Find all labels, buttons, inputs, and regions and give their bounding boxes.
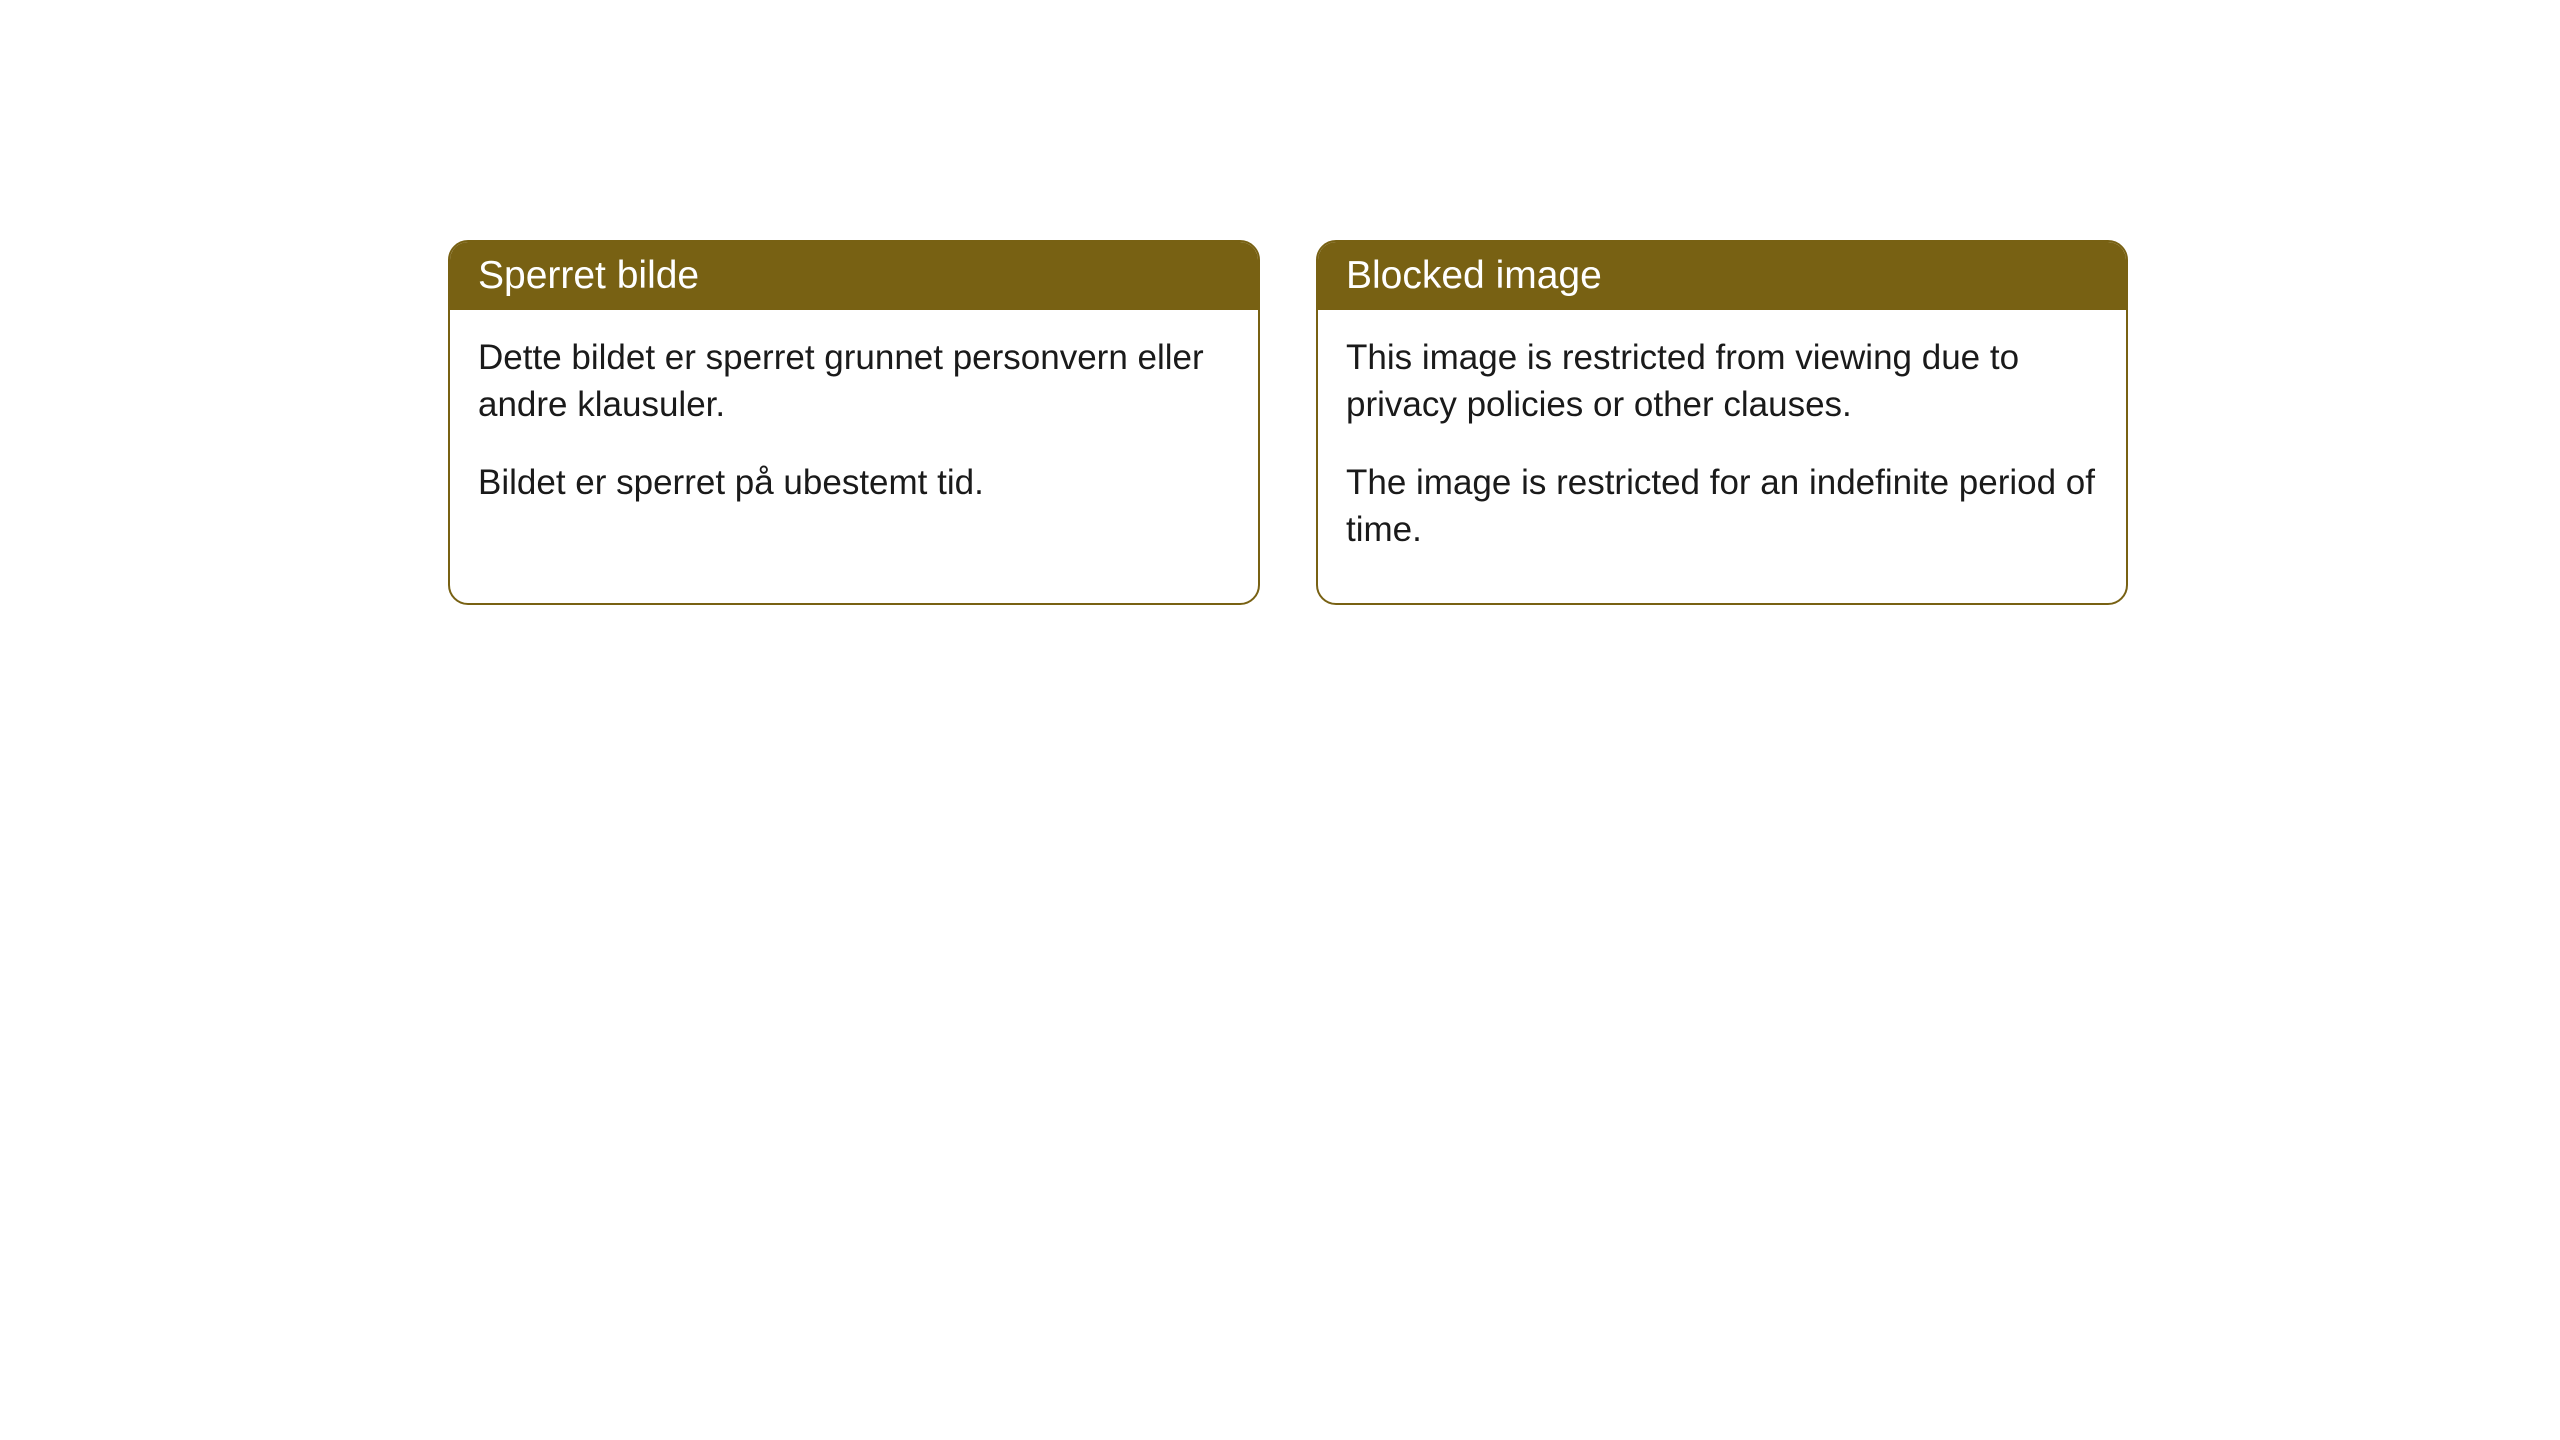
notice-cards-container: Sperret bilde Dette bildet er sperret gr…	[448, 240, 2128, 605]
blocked-image-card-english: Blocked image This image is restricted f…	[1316, 240, 2128, 605]
card-body: Dette bildet er sperret grunnet personve…	[450, 310, 1258, 556]
card-body: This image is restricted from viewing du…	[1318, 310, 2126, 603]
card-header: Blocked image	[1318, 242, 2126, 310]
card-paragraph: The image is restricted for an indefinit…	[1346, 459, 2098, 554]
card-title: Blocked image	[1346, 254, 1602, 297]
card-header: Sperret bilde	[450, 242, 1258, 310]
card-paragraph: This image is restricted from viewing du…	[1346, 334, 2098, 429]
card-title: Sperret bilde	[478, 254, 699, 297]
blocked-image-card-norwegian: Sperret bilde Dette bildet er sperret gr…	[448, 240, 1260, 605]
card-paragraph: Bildet er sperret på ubestemt tid.	[478, 459, 1230, 506]
card-paragraph: Dette bildet er sperret grunnet personve…	[478, 334, 1230, 429]
